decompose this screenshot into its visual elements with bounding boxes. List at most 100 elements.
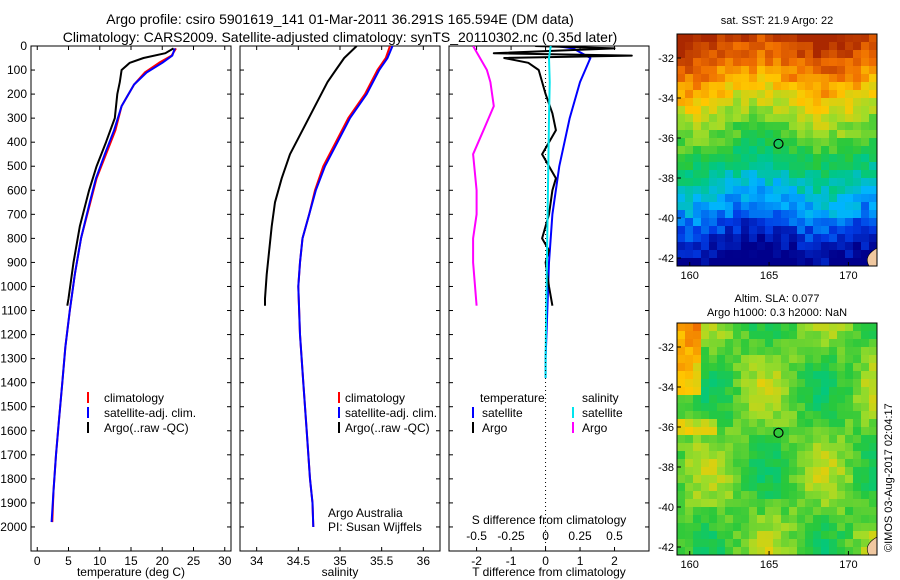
series-line-satellite-adj-clim <box>50 48 176 523</box>
salinity-plot: 34 34.5 35 35.5 36 <box>240 45 440 568</box>
x-top-tick-label: 0.5 <box>606 529 623 543</box>
y-tick-label: 700 <box>7 207 27 221</box>
x-tick-label: 35.5 <box>370 554 394 568</box>
sla-map-title: Altim. SLA: 0.077 <box>735 293 820 305</box>
y-tick-label: 1400 <box>0 376 27 390</box>
legend-swatch-satellite <box>87 407 89 418</box>
y-tick-label: -40 <box>658 213 674 225</box>
x-tick-label: 160 <box>681 270 699 282</box>
x-tick-label: 165 <box>760 559 778 571</box>
series-line-satellite-adj-clim <box>297 46 394 528</box>
legend-swatch-argo <box>338 422 340 433</box>
series-line-argo-raw-qc <box>66 47 175 306</box>
salinity-xlabel: salinity <box>322 565 359 579</box>
legend-swatch-argo <box>87 422 89 433</box>
y-tick-label: 1600 <box>0 424 27 438</box>
legend-swatch-temp-argo <box>472 422 474 433</box>
y-tick-label: 1200 <box>0 328 27 342</box>
x-tick-label: 10 <box>93 554 107 568</box>
timestamp-label: ©IMOS 03-Aug-2017 02:04:17 <box>883 403 895 552</box>
temperature-xlabel: temperature (deg C) <box>77 565 185 579</box>
temperature-legend: climatology satellite-adj. clim. Argo(..… <box>87 391 196 435</box>
sst-map: 160 165 170 -32 -34 -36 -38 -40 -42 <box>658 33 878 282</box>
x-tick-label: 30 <box>218 554 232 568</box>
legend-swatch-sal-argo <box>572 422 574 433</box>
y-tick-label: 900 <box>7 255 27 269</box>
y-tick-label: -34 <box>658 382 674 394</box>
series-line-satellite <box>544 46 592 378</box>
y-tick-label: 1700 <box>0 448 27 462</box>
x-tick-label: 5 <box>65 554 72 568</box>
y-tick-label: 200 <box>7 87 27 101</box>
series-line-climatology <box>297 46 391 528</box>
difference-plot: -2 -1 0 1 2 -0.5 -0.25 0 0.25 0.5 <box>449 45 649 568</box>
temperature-plot-frame <box>30 45 232 552</box>
legend-label-sal-argo: Argo <box>582 421 608 435</box>
y-tick-label: 1300 <box>0 352 27 366</box>
x-tick-label: 0 <box>542 554 549 568</box>
legend-swatch-temp-satellite <box>472 407 474 418</box>
x-top-tick-label: 0.25 <box>568 529 592 543</box>
x-tick-label: 20 <box>156 554 170 568</box>
legend-label-temp-argo: Argo <box>482 421 508 435</box>
legend-label-climatology: climatology <box>345 391 405 405</box>
map-field <box>677 34 877 266</box>
series-line-argo <box>492 46 633 306</box>
land-patch <box>866 536 877 555</box>
series-line-argo-raw-qc <box>264 46 358 306</box>
legend-label-climatology: climatology <box>104 391 164 405</box>
x-tick-label: 160 <box>681 559 699 571</box>
y-tick-label: 1500 <box>0 400 27 414</box>
x-tick-label: 170 <box>839 270 857 282</box>
legend-label-sal-satellite: satellite <box>582 406 623 420</box>
legend-label-satellite: satellite-adj. clim. <box>104 406 196 420</box>
series-group <box>472 46 633 378</box>
y-tick-label: 1000 <box>0 279 27 293</box>
y-tick-label: 2000 <box>0 520 27 534</box>
map-frame <box>676 322 878 556</box>
y-tick-label: -36 <box>658 422 674 434</box>
y-tick-label: -40 <box>658 502 674 514</box>
x-tick-label: -2 <box>471 554 482 568</box>
difference-xlabel-top: S difference from climatology <box>472 513 627 527</box>
annotation-pi: PI: Susan Wijffels <box>328 520 422 534</box>
x-top-tick-label: 0 <box>542 529 549 543</box>
y-tick-label: 100 <box>7 63 27 77</box>
y-tick-label: -32 <box>658 342 674 354</box>
legend-label-argo: Argo(..raw -QC) <box>104 421 189 435</box>
salinity-plot-frame <box>239 45 441 552</box>
y-tick-label: 400 <box>7 135 27 149</box>
x-tick-label: 165 <box>760 270 778 282</box>
y-tick-label: 1100 <box>1 304 27 318</box>
x-tick-label: 170 <box>839 559 857 571</box>
y-tick-label: -42 <box>658 542 674 554</box>
sla-map: 160 165 170 -32 -34 -36 -38 -40 -42 <box>658 322 878 571</box>
float-position-marker <box>773 427 784 438</box>
y-tick-label: 600 <box>7 183 27 197</box>
legend-label-satellite: satellite-adj. clim. <box>345 406 437 420</box>
difference-legend: temperature satellite Argo salinity sate… <box>472 391 623 435</box>
series-line-argo <box>472 46 495 306</box>
legend-swatch-climatology <box>87 392 89 403</box>
series-group <box>50 47 177 523</box>
x-tick-label: 2 <box>611 554 618 568</box>
salinity-legend: climatology satellite-adj. clim. Argo(..… <box>338 391 437 435</box>
y-tick-label: 1800 <box>0 472 27 486</box>
y-tick-label: -38 <box>658 462 674 474</box>
legend-heading-salinity: salinity <box>582 391 619 405</box>
x-tick-label: 34.5 <box>287 554 311 568</box>
land-patch <box>866 247 877 266</box>
x-tick-label: 0 <box>34 554 41 568</box>
map-frame <box>676 33 878 267</box>
x-tick-label: 15 <box>124 554 138 568</box>
legend-label-argo: Argo(..raw -QC) <box>345 421 430 435</box>
figure-title-line2: Climatology: CARS2009. Satellite-adjuste… <box>63 29 618 45</box>
y-tick-label: 300 <box>7 111 27 125</box>
x-tick-label: 25 <box>187 554 201 568</box>
figure-title-line1: Argo profile: csiro 5901619_141 01-Mar-2… <box>106 11 573 27</box>
x-tick-label: -1 <box>506 554 517 568</box>
x-tick-label: 36 <box>417 554 431 568</box>
y-tick-label: -38 <box>658 173 674 185</box>
sla-map-subtitle: Argo h1000: 0.3 h2000: NaN <box>707 307 847 319</box>
